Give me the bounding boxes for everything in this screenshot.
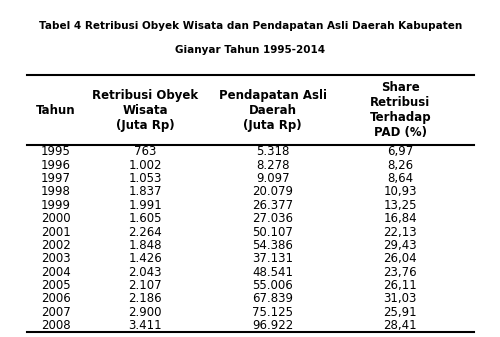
- Text: 31,03: 31,03: [384, 292, 417, 305]
- Text: 1.848: 1.848: [128, 239, 162, 252]
- Text: Pendapatan Asli
Daerah
(Juta Rp): Pendapatan Asli Daerah (Juta Rp): [219, 89, 327, 131]
- Text: 1.837: 1.837: [128, 185, 162, 198]
- Text: 1998: 1998: [40, 185, 70, 198]
- Text: 16,84: 16,84: [384, 212, 417, 225]
- Text: 29,43: 29,43: [384, 239, 417, 252]
- Text: 23,76: 23,76: [384, 266, 417, 279]
- Text: 8,26: 8,26: [388, 159, 413, 172]
- Text: 1.053: 1.053: [128, 172, 162, 185]
- Text: 28,41: 28,41: [384, 319, 417, 332]
- Text: Gianyar Tahun 1995-2014: Gianyar Tahun 1995-2014: [176, 45, 326, 55]
- Text: 75.125: 75.125: [252, 306, 294, 319]
- Text: 2008: 2008: [41, 319, 70, 332]
- Text: 763: 763: [134, 145, 156, 158]
- Text: Share
Retribusi
Terhadap
PAD (%): Share Retribusi Terhadap PAD (%): [370, 81, 431, 139]
- Text: 2001: 2001: [41, 225, 70, 239]
- Text: 54.386: 54.386: [252, 239, 293, 252]
- Text: 2002: 2002: [41, 239, 70, 252]
- Text: 9.097: 9.097: [256, 172, 290, 185]
- Text: Tahun: Tahun: [36, 103, 76, 117]
- Text: 1.991: 1.991: [128, 199, 162, 212]
- Text: 2007: 2007: [41, 306, 70, 319]
- Text: 6,97: 6,97: [387, 145, 413, 158]
- Text: 1997: 1997: [40, 172, 70, 185]
- Text: 2003: 2003: [41, 252, 70, 265]
- Text: 2000: 2000: [41, 212, 70, 225]
- Text: 10,93: 10,93: [384, 185, 417, 198]
- Text: 26,11: 26,11: [384, 279, 417, 292]
- Text: 1996: 1996: [40, 159, 70, 172]
- Text: 2006: 2006: [41, 292, 70, 305]
- Text: 37.131: 37.131: [252, 252, 294, 265]
- Text: 5.318: 5.318: [256, 145, 290, 158]
- Text: 2.107: 2.107: [128, 279, 162, 292]
- Text: 55.006: 55.006: [252, 279, 293, 292]
- Text: Retribusi Obyek
Wisata
(Juta Rp): Retribusi Obyek Wisata (Juta Rp): [92, 89, 198, 131]
- Text: 2.043: 2.043: [128, 266, 162, 279]
- Text: 67.839: 67.839: [252, 292, 294, 305]
- Text: 20.079: 20.079: [252, 185, 294, 198]
- Text: 96.922: 96.922: [252, 319, 294, 332]
- Text: 22,13: 22,13: [384, 225, 417, 239]
- Text: 27.036: 27.036: [252, 212, 294, 225]
- Text: 13,25: 13,25: [384, 199, 417, 212]
- Text: 1.605: 1.605: [128, 212, 162, 225]
- Text: 2004: 2004: [41, 266, 70, 279]
- Text: 1.426: 1.426: [128, 252, 162, 265]
- Text: 50.107: 50.107: [252, 225, 293, 239]
- Text: 2.186: 2.186: [128, 292, 162, 305]
- Text: Tabel 4 Retribusi Obyek Wisata dan Pendapatan Asli Daerah Kabupaten: Tabel 4 Retribusi Obyek Wisata dan Penda…: [38, 22, 462, 31]
- Text: 1999: 1999: [40, 199, 70, 212]
- Text: 26.377: 26.377: [252, 199, 294, 212]
- Text: 8,64: 8,64: [388, 172, 413, 185]
- Text: 25,91: 25,91: [384, 306, 417, 319]
- Text: 1995: 1995: [40, 145, 70, 158]
- Text: 1.002: 1.002: [128, 159, 162, 172]
- Text: 26,04: 26,04: [384, 252, 417, 265]
- Text: 2005: 2005: [41, 279, 70, 292]
- Text: 3.411: 3.411: [128, 319, 162, 332]
- Text: 48.541: 48.541: [252, 266, 294, 279]
- Text: 2.900: 2.900: [128, 306, 162, 319]
- Text: 8.278: 8.278: [256, 159, 290, 172]
- Text: 2.264: 2.264: [128, 225, 162, 239]
